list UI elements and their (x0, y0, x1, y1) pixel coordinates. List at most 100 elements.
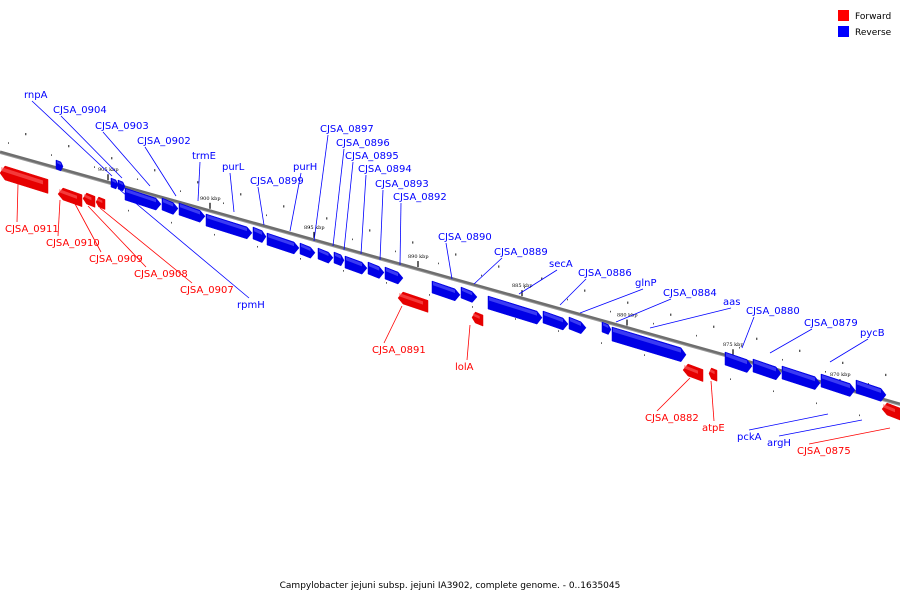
gene-label-cjsa-0884[interactable]: CJSA_0884 (663, 288, 717, 299)
gene-feature-purh[interactable] (299, 242, 316, 259)
gene-label-rnpa[interactable]: rnpA (24, 90, 48, 101)
guide-dot (352, 238, 353, 241)
gene-highlight (1, 167, 43, 185)
gene-feature-trme[interactable] (205, 213, 253, 240)
gene-label-cjsa-0909[interactable]: CJSA_0909 (89, 254, 143, 265)
gene-label-cjsa-0875[interactable]: CJSA_0875 (797, 446, 851, 457)
gene-feature-cjsa-0890[interactable] (431, 280, 461, 302)
gene-feature-rnpa[interactable] (55, 159, 64, 172)
gene-feature-seca[interactable] (542, 310, 569, 331)
tick-label: 900 kbp (200, 196, 221, 202)
gene-feature-cjsa-0909[interactable] (82, 192, 96, 208)
guide-dots (8, 133, 887, 417)
leader-cjsa-0895 (343, 161, 354, 251)
leader-atpe (710, 380, 715, 422)
guide-dot (283, 205, 285, 208)
gene-label-pycb[interactable]: pycB (860, 328, 885, 339)
gene-label-cjsa-0891[interactable]: CJSA_0891 (372, 345, 426, 356)
guide-dot (481, 274, 482, 277)
gene-feature-pycb[interactable] (855, 379, 887, 402)
gene-feature-cjsa-0893[interactable] (384, 266, 404, 285)
gene-label-cjsa-0890[interactable]: CJSA_0890 (438, 232, 492, 243)
gene-label-cjsa-0902[interactable]: CJSA_0902 (137, 136, 191, 147)
gene-label-argh[interactable]: argH (767, 438, 791, 449)
gene-label-cjsa-0897[interactable]: CJSA_0897 (320, 124, 374, 135)
leader-cjsa-0882 (656, 377, 691, 412)
gene-feature-cjsa-0894[interactable] (367, 261, 385, 279)
gene-highlight (319, 249, 329, 257)
leader-cjsa-0880 (741, 316, 755, 349)
gene-feature-cjsa-0896[interactable] (333, 251, 345, 267)
gene-feature-cjsa-0904[interactable] (124, 187, 162, 211)
gene-feature-cjsa-0886[interactable] (568, 316, 587, 335)
gene-label-purl[interactable]: purL (222, 162, 245, 173)
gene-label-cjsa-0899[interactable]: CJSA_0899 (250, 176, 304, 187)
gene-label-cjsa-0908[interactable]: CJSA_0908 (134, 269, 188, 280)
gene-feature-cjsa-0884[interactable] (611, 326, 687, 363)
gene-label-cjsa-0892[interactable]: CJSA_0892 (393, 192, 447, 203)
gene-label-cjsa-0889[interactable]: CJSA_0889 (494, 247, 548, 258)
gene-label-cjsa-0880[interactable]: CJSA_0880 (746, 306, 800, 317)
gene-label-pcka[interactable]: pckA (737, 432, 762, 443)
gene-feature-atpe[interactable] (708, 367, 718, 382)
gene-label-atpe[interactable]: atpE (702, 423, 725, 434)
gene-label-cjsa-0910[interactable]: CJSA_0910 (46, 238, 100, 249)
leader-cjsa-0904 (60, 115, 123, 179)
gene-label-cjsa-0911[interactable]: CJSA_0911 (5, 224, 59, 235)
gene-highlight (335, 253, 341, 259)
gene-label-cjsa-0879[interactable]: CJSA_0879 (804, 318, 858, 329)
gene-label-cjsa-0904[interactable]: CJSA_0904 (53, 105, 107, 116)
gene-feature-lola[interactable] (471, 311, 484, 327)
gene-feature-cjsa-0908[interactable] (95, 196, 106, 210)
guide-dot (197, 181, 199, 184)
gene-label-cjsa-0895[interactable]: CJSA_0895 (345, 151, 399, 162)
gene-label-cjsa-0896[interactable]: CJSA_0896 (336, 138, 390, 149)
gene-label-rpmh[interactable]: rpmH (237, 300, 265, 311)
guide-dot (300, 258, 301, 260)
gene-feature-cjsa-0897[interactable] (317, 247, 334, 264)
guide-dot (154, 169, 156, 172)
gene-label-cjsa-0882[interactable]: CJSA_0882 (645, 413, 699, 424)
leader-cjsa-0891 (383, 305, 403, 344)
gene-label-purh[interactable]: purH (293, 162, 317, 173)
gene-label-trme[interactable]: trmE (192, 151, 216, 162)
tick-label: 875 kbp (723, 342, 744, 348)
gene-label-cjsa-0893[interactable]: CJSA_0893 (375, 179, 429, 190)
gene-feature-cjsa-0880[interactable] (724, 351, 753, 373)
gene-feature-cjsa-0911[interactable] (0, 165, 49, 194)
gene-feature-rpmh[interactable] (110, 177, 119, 190)
gene-label-lola[interactable]: lolA (455, 362, 474, 373)
gene-label-glnp[interactable]: glnP (635, 278, 657, 289)
gene-label-cjsa-0903[interactable]: CJSA_0903 (95, 121, 149, 132)
guide-dot (825, 371, 826, 373)
gene-feature-cjsa-0891[interactable] (397, 291, 429, 313)
gene-feature-cjsa-0875[interactable] (881, 402, 900, 421)
gene-feature-cjsa-0902[interactable] (178, 202, 206, 223)
gene-label-cjsa-0907[interactable]: CJSA_0907 (180, 285, 234, 296)
gene-feature-cjsa-0899[interactable] (266, 232, 300, 255)
gene-feature-rpmh[interactable] (117, 179, 126, 192)
gene-highlight (301, 244, 311, 252)
gene-feature-glnp[interactable] (601, 321, 612, 335)
guide-dot (644, 354, 645, 356)
gene-feature-pycb[interactable] (781, 365, 821, 390)
gene-feature-cjsa-0910[interactable] (57, 187, 83, 208)
guide-dot (773, 390, 774, 393)
gene-feature-cjsa-0903[interactable] (161, 197, 179, 215)
gene-feature-cjsa-0890[interactable] (460, 286, 478, 303)
gene-feature-cjsa-0882[interactable] (682, 363, 704, 382)
gene-highlight (684, 365, 698, 374)
gene-highlight (386, 268, 398, 277)
gene-feature-cjsa-0879[interactable] (752, 358, 782, 381)
gene-label-aas[interactable]: aas (723, 297, 740, 308)
gene-label-cjsa-0886[interactable]: CJSA_0886 (578, 268, 632, 279)
leader-rnpa (31, 100, 113, 177)
gene-feature-cjsa-0889[interactable] (487, 295, 543, 325)
gene-feature-purl[interactable] (252, 226, 267, 243)
gene-features (0, 159, 900, 421)
legend-item-forward: Forward (838, 10, 891, 22)
gene-label-cjsa-0894[interactable]: CJSA_0894 (358, 164, 412, 175)
gene-feature-pcka[interactable] (820, 373, 856, 397)
gene-label-seca[interactable]: secA (549, 259, 573, 270)
gene-feature-cjsa-0895[interactable] (344, 255, 368, 275)
